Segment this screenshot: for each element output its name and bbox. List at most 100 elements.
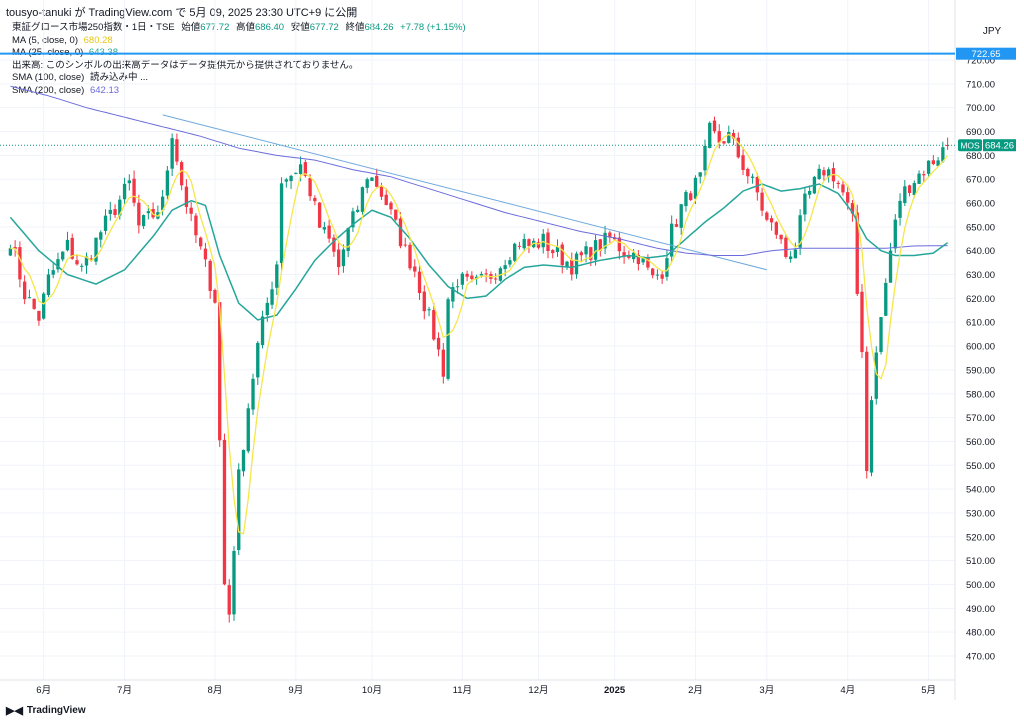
sma100-label: SMA (100, close) — [12, 72, 85, 83]
candle-body — [360, 187, 365, 212]
y-tick-label: 530.00 — [966, 508, 995, 519]
candle-body — [165, 170, 170, 196]
candle-body — [27, 297, 32, 299]
candle-body — [289, 175, 293, 182]
candle-body — [279, 183, 284, 264]
candle-body — [94, 237, 98, 262]
candle-body — [451, 287, 455, 302]
y-tick-label: 650.00 — [966, 222, 995, 233]
candle-body — [922, 174, 926, 176]
candle-body — [655, 274, 660, 276]
price-tag-value: 684.26 — [985, 141, 1014, 152]
candle-body — [408, 244, 412, 269]
candle-body — [788, 256, 793, 260]
candle-body — [317, 202, 322, 228]
candle-body — [598, 239, 602, 251]
candle-body — [18, 247, 22, 280]
candle-body — [708, 122, 712, 149]
candle-body — [750, 176, 755, 178]
candle-body — [841, 184, 845, 193]
y-tick-label: 560.00 — [966, 437, 995, 448]
candle-body — [241, 449, 246, 472]
candle-body — [565, 261, 569, 268]
candle-body — [484, 273, 488, 275]
candle-body — [926, 160, 931, 174]
candle-body — [99, 232, 103, 240]
indicator-lines — [0, 52, 955, 535]
candle-body — [536, 242, 541, 248]
change-value: +7.78 (+1.15%) — [400, 22, 466, 33]
candle-body — [874, 352, 878, 399]
time-axis[interactable]: 6月 7月 8月 9月 10月 11月 12月 2025 2月 3月 4月 5月 — [36, 685, 936, 696]
y-tick-label: 660.00 — [966, 199, 995, 210]
y-tick-label: 690.00 — [966, 127, 995, 138]
candle-body — [122, 183, 127, 200]
candle-body — [441, 349, 445, 377]
candle-body — [432, 310, 436, 340]
candle-body — [836, 182, 840, 185]
candle-body — [303, 162, 308, 176]
candle-body — [693, 177, 698, 199]
candle-body — [436, 337, 441, 350]
candle-body — [42, 293, 46, 319]
candle-body — [722, 141, 726, 144]
candle-body — [827, 169, 831, 177]
candle-body — [265, 302, 269, 316]
x-tick-label: 12月 — [528, 685, 548, 696]
candle-body — [113, 209, 117, 216]
price-tag-bg — [983, 139, 1016, 152]
sma200-label: SMA (200, close) — [12, 84, 85, 96]
y-tick-label: 590.00 — [966, 365, 995, 376]
ma5-line — [10, 133, 949, 535]
currency-label[interactable]: JPY — [983, 26, 1002, 37]
candle-body — [712, 120, 717, 132]
hline-tag-value: 722.65 — [971, 49, 1000, 60]
candle-body — [179, 162, 184, 186]
candle-body — [322, 227, 327, 230]
legend-sma100-row[interactable]: SMA (100, close) 読み込み中 ... — [12, 72, 466, 85]
high-value: 686.40 — [255, 22, 285, 33]
symbol-tag-bg — [958, 139, 982, 152]
candle-body — [332, 237, 336, 252]
candle-body — [251, 378, 255, 410]
y-tick-label: 700.00 — [966, 103, 995, 114]
candle-body — [8, 248, 13, 256]
symbol-title[interactable]: 東証グロース市場250指数・1日・TSE — [12, 22, 175, 33]
legend-ma5-row[interactable]: MA (5, close, 0) 680.28 — [12, 35, 466, 48]
legend-sma200-row[interactable]: SMA (200, close) 642.13 — [12, 85, 466, 98]
candle-body — [917, 173, 921, 184]
volume-note: 出来高: このシンボルの出来高データはデータ提供元から提供されておりません。 — [12, 59, 359, 71]
candle-body — [760, 192, 764, 211]
candle-body — [822, 170, 826, 176]
candle-body — [222, 439, 227, 585]
close-value: 684.26 — [364, 22, 394, 33]
candle-body — [769, 218, 774, 223]
candle-body — [907, 185, 912, 194]
x-tick-label: 5月 — [921, 685, 936, 696]
y-tick-label: 480.00 — [966, 628, 995, 639]
candle-body — [784, 237, 788, 257]
y-tick-label: 540.00 — [966, 485, 995, 496]
candle-body — [741, 155, 745, 170]
candle-body — [736, 137, 740, 158]
legend-ma25-row[interactable]: MA (25, close, 0) 643.38 — [12, 47, 466, 60]
candle-body — [22, 281, 27, 300]
y-tick-label: 570.00 — [966, 413, 995, 424]
y-tick-label: 520.00 — [966, 532, 995, 543]
candle-body — [194, 215, 198, 236]
candle-body — [941, 147, 945, 162]
candle-body — [898, 200, 902, 218]
candle-body — [855, 212, 859, 294]
candle-body — [679, 204, 683, 228]
candle-body — [622, 252, 626, 257]
candle-body — [356, 209, 360, 212]
candle-body — [394, 209, 398, 220]
candle-body — [270, 289, 274, 305]
candle-body — [384, 194, 388, 206]
candle-body — [650, 268, 655, 276]
candle-body — [660, 274, 664, 279]
candle-body — [213, 289, 217, 303]
y-tick-label: 550.00 — [966, 461, 995, 472]
price-axis[interactable]: 470.00 480.00 490.00 500.00 510.00 520.00 530.… — [966, 56, 995, 663]
